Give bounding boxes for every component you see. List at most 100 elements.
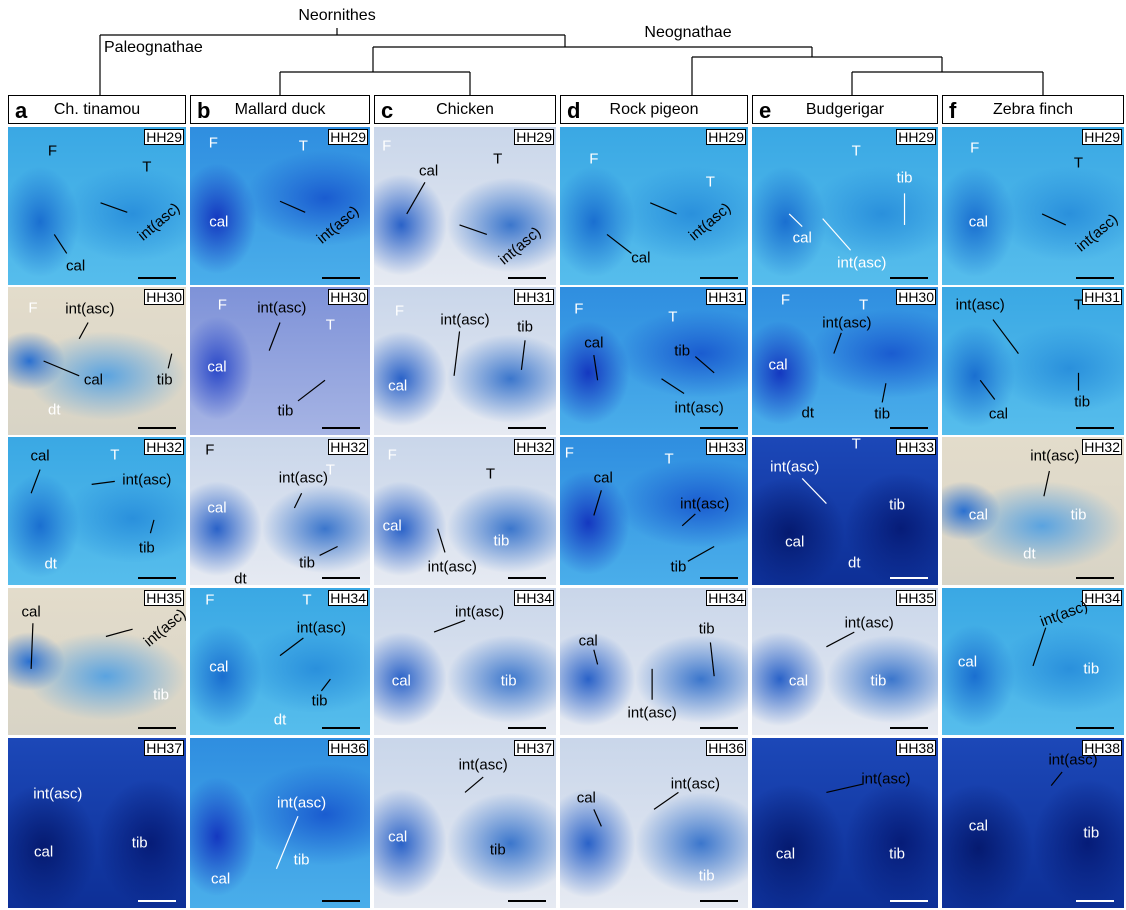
scale-bar <box>1076 427 1114 429</box>
anatomy-label: int(asc) <box>297 619 346 636</box>
scale-bar <box>322 277 360 279</box>
stage-label: HH29 <box>706 129 746 145</box>
stage-label: HH31 <box>706 289 746 305</box>
anatomy-label: cal <box>30 448 49 465</box>
stage-label: HH31 <box>514 289 554 305</box>
anatomy-label: cal <box>989 406 1008 423</box>
anatomy-label: int(asc) <box>1048 752 1097 769</box>
scale-bar <box>890 900 928 902</box>
anatomy-label: cal <box>66 258 85 275</box>
anatomy-label: cal <box>34 843 53 860</box>
cladogram: Neornithes Paleognathae Neognathae <box>0 0 1126 96</box>
anatomy-label: F <box>382 137 391 154</box>
anatomy-label: int(asc) <box>257 299 306 316</box>
anatomy-label: T <box>859 296 868 313</box>
anatomy-label: int(asc) <box>1030 448 1079 465</box>
stage-label: HH29 <box>144 129 184 145</box>
scale-bar <box>700 577 738 579</box>
scale-bar <box>700 900 738 902</box>
micrograph-panel: HH29FTcalint(asc) <box>374 127 556 285</box>
stage-label: HH37 <box>144 740 184 756</box>
scale-bar <box>890 427 928 429</box>
micrograph-panel: HH35calint(asc)tib <box>8 588 186 735</box>
anatomy-label: T <box>142 158 151 175</box>
anatomy-label: cal <box>785 534 804 551</box>
scale-bar <box>700 727 738 729</box>
anatomy-label: tib <box>897 169 913 186</box>
scale-bar <box>322 727 360 729</box>
anatomy-label: T <box>486 466 495 483</box>
stage-label: HH38 <box>896 740 936 756</box>
stage-label: HH29 <box>514 129 554 145</box>
stage-label: HH33 <box>706 439 746 455</box>
anatomy-label: cal <box>789 672 808 689</box>
scale-bar <box>138 900 176 902</box>
scale-bar <box>890 277 928 279</box>
anatomy-label: tib <box>1071 507 1087 524</box>
anatomy-label: cal <box>209 659 228 676</box>
anatomy-label: F <box>218 296 227 313</box>
species-name: Chicken <box>375 101 555 119</box>
anatomy-label: tib <box>1083 825 1099 842</box>
anatomy-label: cal <box>207 358 226 375</box>
scale-bar <box>138 727 176 729</box>
anatomy-label: int(asc) <box>1038 598 1090 631</box>
anatomy-label: int(asc) <box>135 199 184 244</box>
anatomy-label: int(asc) <box>680 495 729 512</box>
scale-bar <box>508 577 546 579</box>
anatomy-label: cal <box>969 213 988 230</box>
anatomy-label: cal <box>969 507 988 524</box>
anatomy-label: int(asc) <box>455 603 504 620</box>
stage-label: HH36 <box>328 740 368 756</box>
anatomy-label: cal <box>768 357 787 374</box>
figure: Neornithes Paleognathae Neognathae aCh. … <box>0 0 1126 910</box>
anatomy-label: tib <box>871 672 887 689</box>
anatomy-label: int(asc) <box>279 470 328 487</box>
anatomy-label: int(asc) <box>861 770 910 787</box>
clade-label: Paleognathae <box>104 39 203 56</box>
micrograph-panel: HH30Fint(asc)caltibdt <box>8 287 186 435</box>
anatomy-label: cal <box>577 789 596 806</box>
anatomy-label: int(asc) <box>770 458 819 475</box>
scale-bar <box>508 427 546 429</box>
anatomy-label: int(asc) <box>428 559 477 576</box>
anatomy-label: T <box>852 142 861 159</box>
stage-label: HH37 <box>514 740 554 756</box>
anatomy-label: cal <box>383 517 402 534</box>
stage-label: HH30 <box>896 289 936 305</box>
anatomy-label: tib <box>139 540 155 557</box>
anatomy-label: tib <box>299 554 315 571</box>
stage-label: HH29 <box>896 129 936 145</box>
scale-bar <box>1076 727 1114 729</box>
anatomy-label: tib <box>294 852 310 869</box>
scale-bar <box>890 727 928 729</box>
species-name: Mallard duck <box>191 101 369 119</box>
anatomy-label: F <box>205 442 214 459</box>
anatomy-label: tib <box>674 342 690 359</box>
anatomy-label: cal <box>209 213 228 230</box>
anatomy-label: F <box>209 134 218 151</box>
anatomy-label: T <box>706 174 715 191</box>
scale-bar <box>322 900 360 902</box>
scale-bar <box>508 277 546 279</box>
anatomy-label: int(asc) <box>822 314 871 331</box>
micrograph-panel: HH33Tint(asc)tibcaldt <box>752 437 938 585</box>
anatomy-label: tib <box>277 403 293 420</box>
anatomy-label: tib <box>699 867 715 884</box>
anatomy-label: tib <box>493 532 509 549</box>
anatomy-label: F <box>28 299 37 316</box>
anatomy-label: cal <box>579 632 598 649</box>
stage-label: HH32 <box>328 439 368 455</box>
anatomy-label: int(asc) <box>122 471 171 488</box>
species-name: Rock pigeon <box>561 101 747 119</box>
anatomy-label: tib <box>1074 394 1090 411</box>
column-header: fZebra finch <box>942 95 1124 124</box>
micrograph-panel: HH29FTcalint(asc) <box>942 127 1124 285</box>
micrograph-panel: HH38int(asc)caltib <box>942 738 1124 908</box>
scale-bar <box>700 427 738 429</box>
anatomy-label: int(asc) <box>675 400 724 417</box>
